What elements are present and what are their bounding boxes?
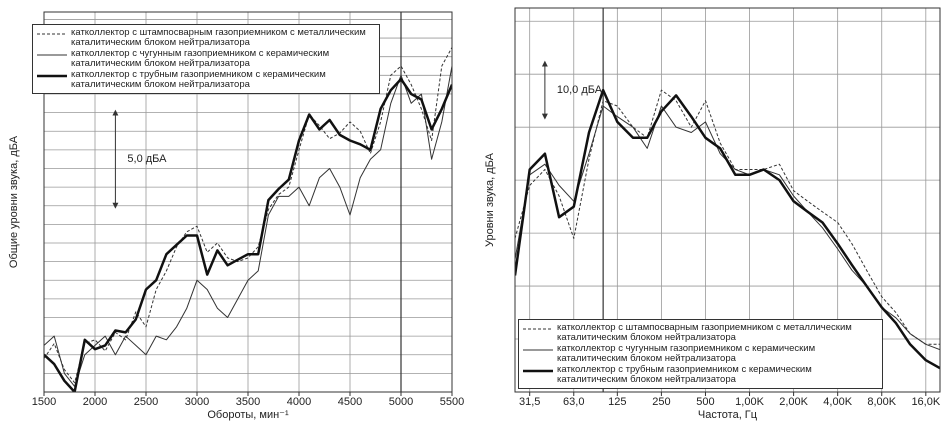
y-axis-label: Уровни звука, дБА [484, 152, 496, 247]
x-tick-label: 125 [608, 396, 626, 408]
plot-border [43, 11, 453, 393]
legend-swatch [523, 349, 553, 351]
legend-label: катколлектор с трубным газоприемником с … [557, 364, 812, 385]
x-tick-label: 31,5 [519, 396, 540, 408]
annotation-text: 5,0 дБА [127, 153, 167, 165]
x-tick-label: 3000 [185, 396, 209, 408]
plot-border [514, 7, 941, 393]
legend-entry: катколлектор с штампосварным газоприемни… [523, 323, 878, 343]
x-axis-label: Частота, Гц [698, 409, 758, 421]
x-tick-label: 16,0K [911, 396, 940, 408]
legend-entry: катколлектор с чугунным газоприемником с… [523, 344, 878, 364]
x-tick-label: 63,0 [563, 396, 584, 408]
x-tick-label: 2000 [83, 396, 107, 408]
series-line [44, 77, 452, 392]
x-tick-label: 4000 [287, 396, 311, 408]
x-axis-label: Обороты, мин⁻¹ [207, 409, 289, 421]
legend-entry: катколлектор с трубным газоприемником с … [523, 365, 878, 385]
legend: катколлектор с штампосварным газоприемни… [518, 319, 883, 389]
legend-entry: катколлектор с трубным газоприемником с … [37, 70, 375, 90]
x-tick-label: 3500 [236, 396, 260, 408]
x-tick-label: 250 [652, 396, 670, 408]
legend-swatch [523, 369, 553, 373]
plot-lines [515, 88, 940, 370]
x-tick-label: 1500 [32, 396, 56, 408]
legend-label: катколлектор с чугунным газоприемником с… [557, 343, 816, 364]
x-tick-label: 5000 [389, 396, 413, 408]
x-tick-label: 4,00K [823, 396, 852, 408]
legend-entry: катколлектор с штампосварным газоприемни… [37, 28, 375, 48]
legend-swatch [523, 328, 553, 330]
legend-label: катколлектор с чугунным газоприемником с… [71, 48, 330, 69]
x-tick-label: 4500 [338, 396, 362, 408]
series-line [515, 89, 940, 345]
x-tick-label: 8,00K [867, 396, 896, 408]
legend-swatch [37, 74, 67, 78]
series-line [515, 88, 940, 370]
x-tick-label: 500 [696, 396, 714, 408]
series-line [44, 65, 452, 387]
legend-entry: катколлектор с чугунным газоприемником с… [37, 49, 375, 69]
y-axis-label: Общие уровни звука, дБА [8, 135, 20, 268]
annotation-text: 10,0 дБА [557, 84, 603, 96]
x-tick-label: 2500 [134, 396, 158, 408]
legend-label: катколлектор с штампосварным газоприемни… [557, 322, 852, 343]
legend-swatch [37, 54, 67, 56]
legend-swatch [37, 33, 67, 35]
legend-label: катколлектор с штампосварным газоприемни… [71, 27, 366, 48]
plot-lines [44, 47, 452, 392]
x-tick-label: 1,00K [735, 396, 764, 408]
legend: катколлектор с штампосварным газоприемни… [32, 24, 380, 94]
x-tick-label: 5500 [440, 396, 464, 408]
legend-label: катколлектор с трубным газоприемником с … [71, 69, 326, 90]
x-tick-label: 2,00K [779, 396, 808, 408]
